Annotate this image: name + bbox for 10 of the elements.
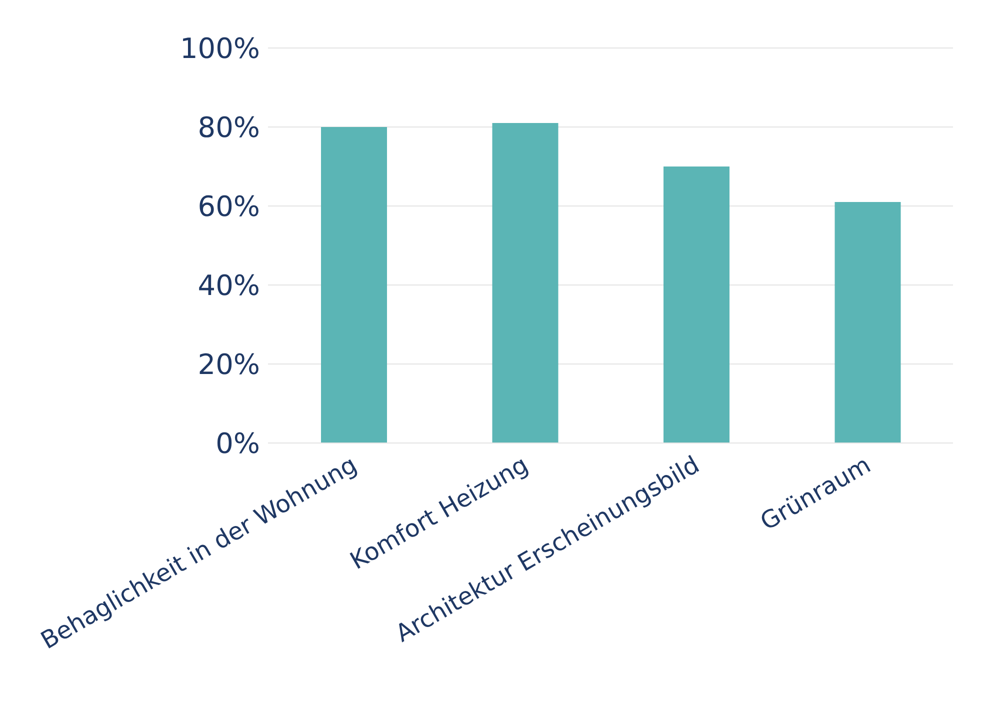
bar [321, 127, 387, 443]
bar [492, 123, 558, 443]
bar [834, 202, 901, 443]
y-tick-label: 20% [198, 348, 260, 381]
y-tick-label: 0% [216, 426, 260, 460]
y-tick-label: 80% [198, 110, 260, 144]
bar [664, 166, 730, 443]
y-tick-label: 60% [198, 190, 260, 223]
y-tick-label: 40% [198, 268, 260, 302]
y-tick-label: 100% [180, 32, 260, 65]
